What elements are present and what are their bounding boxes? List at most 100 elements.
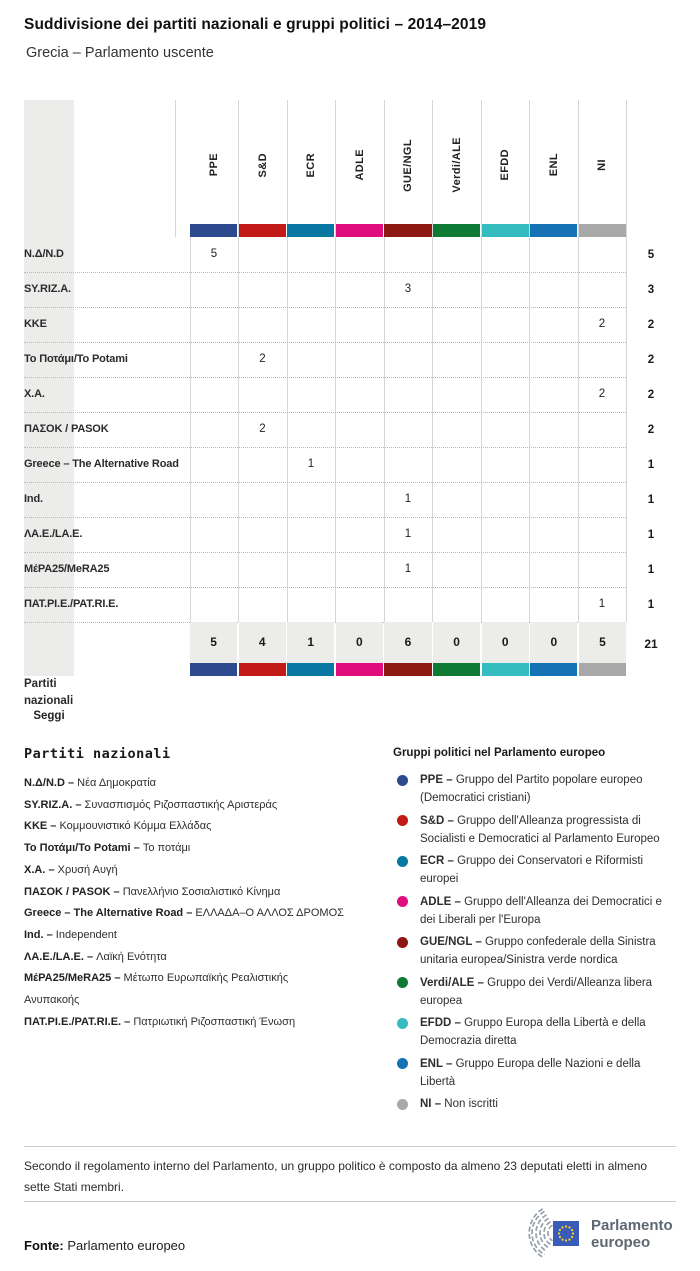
party-row-label: Greece – The Alternative Road	[24, 458, 179, 470]
totals-row: 5 4 1 0 6 0 0 0 5	[190, 622, 626, 663]
sd-color-swatch	[238, 663, 286, 676]
column-header-ppe: PPE	[208, 153, 220, 177]
group-color-bar-bottom	[190, 663, 626, 676]
seat-value: 1	[598, 598, 606, 610]
legend-item: ADLE – Gruppo dell'Alleanza dei Democrat…	[393, 893, 678, 929]
column-total: 5	[578, 622, 626, 663]
ppe-dot-icon	[397, 774, 408, 786]
party-row-label: ΠΑΣΟΚ / PASOK	[24, 423, 109, 435]
table-row: ΛΑ.Ε./LA.E. 1 1	[24, 517, 654, 553]
grid-line	[432, 100, 433, 622]
row-total-seats: 2	[647, 319, 655, 331]
european-parliament-logo: Parlamento europeo	[520, 1206, 680, 1262]
party-row-label: Χ.Α.	[24, 388, 45, 400]
table-row: Χ.Α. 2 2	[24, 377, 654, 413]
seat-value: 5	[210, 248, 218, 260]
footnote: Secondo il regolamento interno del Parla…	[24, 1159, 648, 1194]
table-row: Ν.Δ/N.D 5 5	[24, 237, 654, 273]
column-header-ecr: ECR	[305, 152, 317, 178]
source-line: Fonte: Parlamento europeo	[24, 1238, 185, 1253]
ni-color-swatch	[578, 224, 626, 237]
page-subtitle: Grecia – Parlamento uscente	[26, 45, 214, 61]
legend-item: EFDD – Gruppo Europa della Libertà e del…	[393, 1014, 678, 1050]
grand-total-seats: 21	[644, 637, 658, 651]
table-row: Το Ποτάμι/To Potami 2 2	[24, 342, 654, 378]
seat-value: 1	[404, 563, 412, 575]
groups-legend: Gruppi politici nel Parlamento europeo P…	[393, 747, 678, 1118]
column-header-efdd: EFDD	[499, 149, 511, 181]
source-text: Parlamento europeo	[67, 1238, 186, 1253]
efdd-dot-icon	[397, 1017, 408, 1029]
efdd-color-swatch	[481, 224, 529, 237]
legend-item: ΠΑΣΟΚ / PASOK – Πανελλήνιο Σοσιαλιστικό …	[24, 885, 281, 898]
verdiale-color-swatch	[433, 663, 481, 676]
table-row: Greece – The Alternative Road 1 1	[24, 447, 654, 483]
column-total: 6	[384, 622, 432, 663]
column-total: 5	[190, 622, 238, 663]
column-total: 0	[530, 622, 578, 663]
row-total-seats: 2	[647, 354, 655, 366]
legend-item: S&D – Gruppo dell'Alleanza progressista …	[393, 812, 678, 848]
sd-dot-icon	[397, 815, 408, 826]
legend-item: ΛΑ.Ε./LA.E. – Λαϊκή Ενότητα	[24, 950, 167, 963]
adle-dot-icon	[397, 896, 408, 907]
row-total-seats: 1	[647, 529, 655, 541]
verdiale-dot-icon	[397, 977, 408, 988]
seat-value: 2	[598, 388, 606, 400]
seats-column-background	[24, 100, 74, 676]
row-total-seats: 5	[647, 249, 655, 261]
column-header-ni: NI	[596, 159, 608, 171]
column-header-guengl: GUE/NGL	[402, 138, 414, 192]
legend-item: Greece – The Alternative Road – ΕΛΛΑΔΑ–Ο…	[24, 907, 344, 920]
legend-item: Ν.Δ/N.D – Νέα Δημοκρατία	[24, 777, 156, 789]
table-row: KKE 2 2	[24, 307, 654, 343]
ppe-color-swatch	[190, 224, 238, 237]
table-row: ΜέΡΑ25/MeRA25 1 1	[24, 552, 654, 588]
column-total: 1	[287, 622, 335, 663]
divider	[24, 1146, 676, 1147]
column-header-enl: ENL	[547, 153, 560, 177]
sd-color-swatch	[238, 224, 286, 237]
legend-item: PPE – Gruppo del Partito popolare europe…	[393, 771, 678, 807]
legend-item: ΜέΡΑ25/MeRA25 – Μέτωπο Ευρωπαϊκής Ρεαλισ…	[24, 972, 289, 1007]
party-row-label: KKE	[24, 318, 47, 330]
column-header-adle: ADLE	[353, 149, 366, 181]
hemicycle-flag-icon	[528, 1208, 579, 1258]
legend-item: NI – Non iscritti	[393, 1095, 678, 1113]
seat-value: 2	[598, 318, 606, 330]
table-row: SY.RIZ.A. 3 3	[24, 272, 654, 308]
legend-item: ENL – Gruppo Europa delle Nazioni e dell…	[393, 1055, 678, 1091]
source-label: Fonte:	[24, 1238, 64, 1253]
party-row-label: Ν.Δ/N.D	[24, 248, 64, 260]
grid-line	[481, 100, 482, 622]
column-header-sd: S&D	[256, 152, 269, 178]
guengl-dot-icon	[397, 936, 408, 948]
grid-line	[175, 100, 176, 237]
verdiale-color-swatch	[433, 224, 481, 237]
seat-value: 1	[404, 528, 412, 540]
ni-color-swatch	[578, 663, 626, 676]
seat-value: 1	[404, 493, 412, 505]
parties-legend: Partiti nazionali Ν.Δ/N.D – Νέα Δημοκρατ…	[24, 746, 389, 1033]
grid-line	[335, 100, 336, 622]
seat-value: 3	[404, 283, 412, 295]
efdd-color-swatch	[481, 663, 529, 676]
legend-item: SY.RIZ.A. – Συνασπισμός Ριζοσπαστικής Αρ…	[24, 798, 278, 811]
legend-item: Χ.Α. – Χρυσή Αυγή	[24, 863, 118, 876]
divider	[24, 1201, 676, 1202]
enl-color-swatch	[530, 224, 578, 237]
ecr-color-swatch	[287, 663, 335, 676]
legend-item: Ind. – Independent	[24, 928, 117, 941]
legend-item: Verdi/ALE – Gruppo dei Verdi/Alleanza li…	[393, 974, 678, 1010]
grid-line	[384, 100, 385, 622]
grid-line	[529, 100, 530, 622]
logo-wordmark: Parlamento europeo	[591, 1216, 673, 1252]
parties-legend-heading: Partiti nazionali	[24, 746, 171, 762]
table-row: Ind. 1 1	[24, 482, 654, 518]
legend-item: Το Ποτάμι/To Potami – Το ποτάμι	[24, 842, 191, 855]
ni-dot-icon	[397, 1098, 408, 1110]
seat-value: 2	[259, 423, 266, 435]
legend-item: GUE/NGL – Gruppo confederale della Sinis…	[393, 933, 678, 969]
party-row-label: SY.RIZ.A.	[24, 283, 71, 295]
enl-color-swatch	[530, 663, 578, 676]
